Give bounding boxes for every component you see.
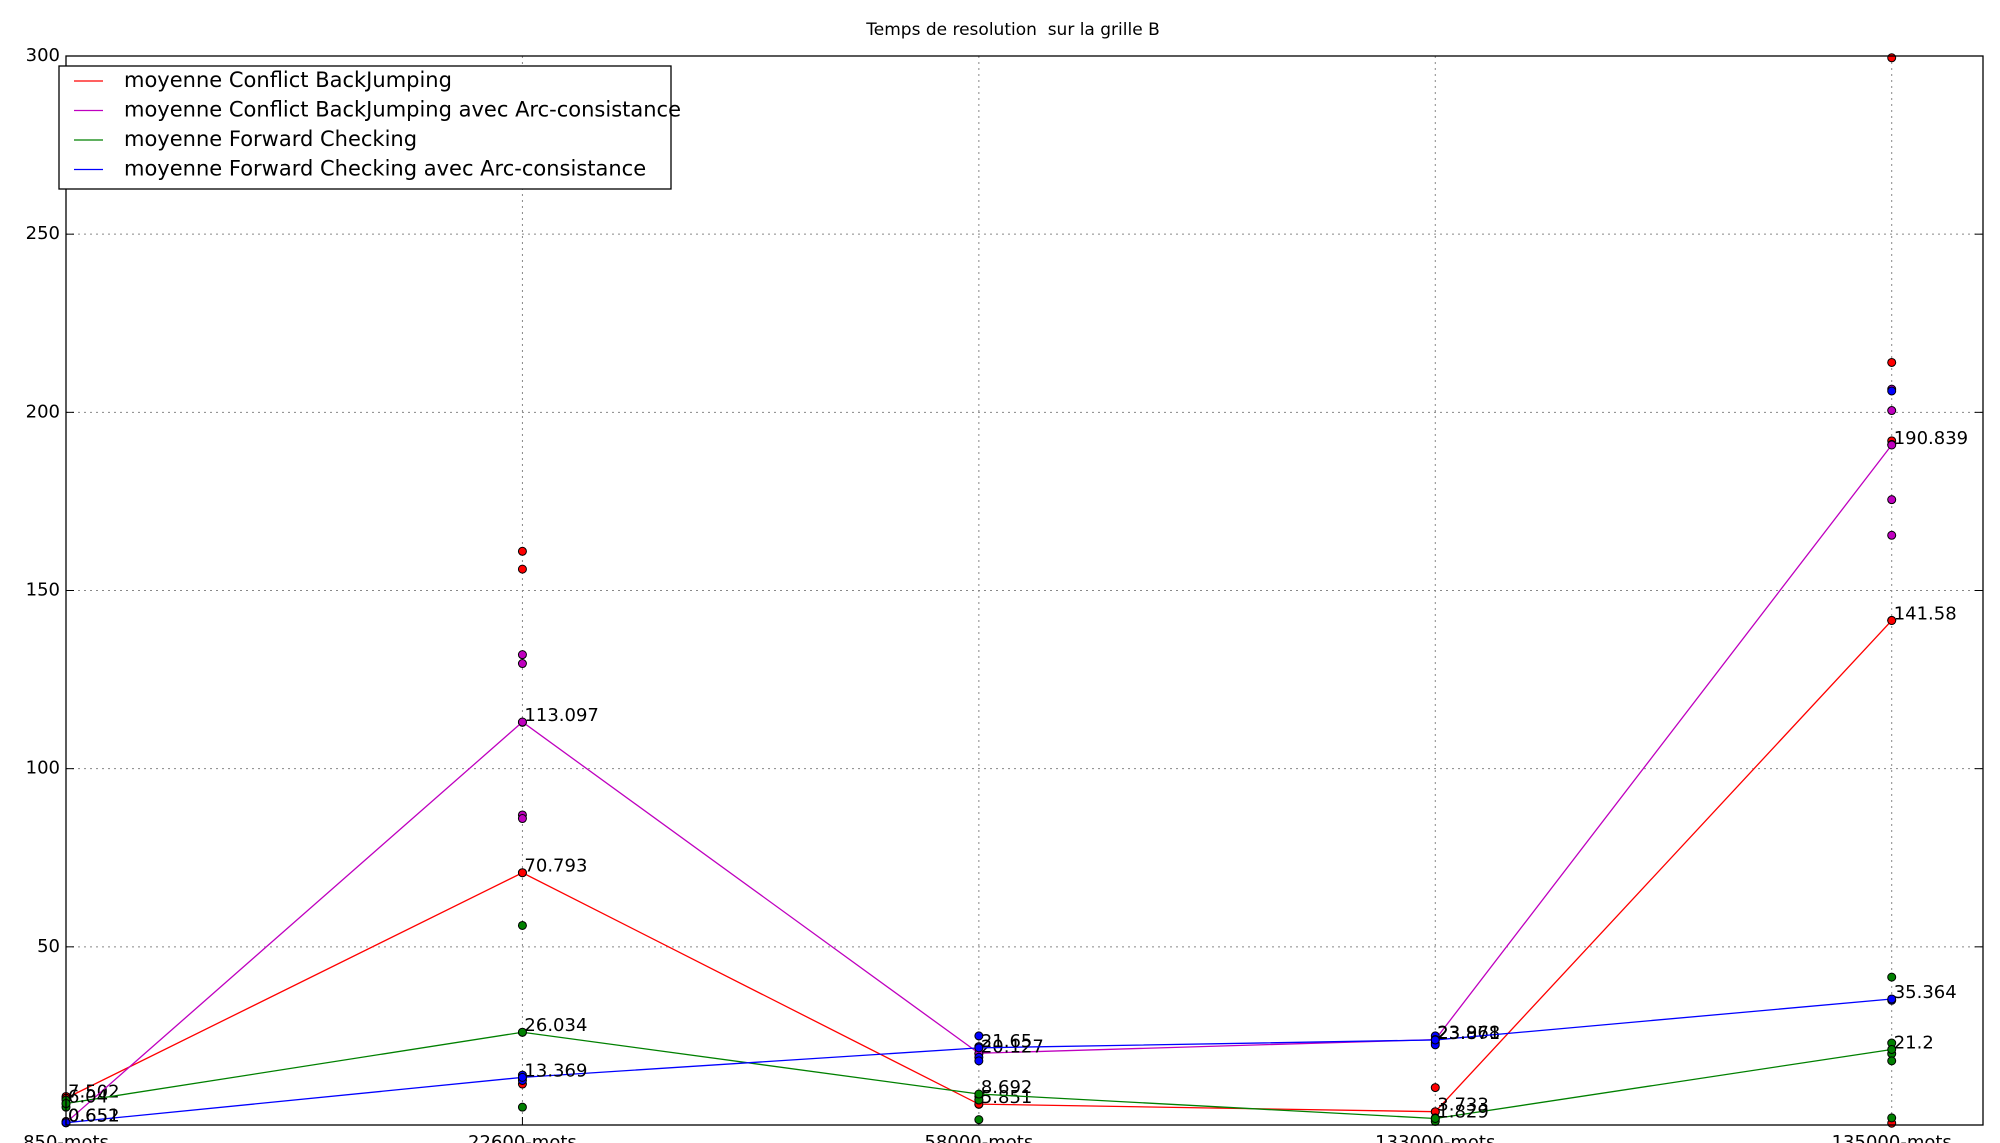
run-point	[517, 650, 527, 660]
run-point	[1887, 972, 1897, 982]
run-point	[1887, 357, 1897, 367]
legend-label: moyenne Forward Checking avec Arc-consis…	[124, 157, 646, 181]
run-point	[517, 920, 527, 930]
y-tick-label: 200	[26, 401, 60, 422]
data-label: 21.2	[1894, 1032, 1934, 1053]
legend-box	[58, 65, 672, 190]
data-label: 1.829	[1437, 1101, 1489, 1122]
data-label: 70.793	[524, 856, 587, 877]
run-point	[1887, 406, 1897, 416]
x-tick-label: 133000-mots	[1375, 1132, 1495, 1143]
mean-point	[1887, 994, 1897, 1004]
run-point	[517, 814, 527, 824]
run-point	[1887, 1056, 1897, 1066]
run-point	[1887, 53, 1897, 63]
run-point	[1430, 1083, 1440, 1093]
x-tick-label: 22600-mots	[468, 1132, 577, 1143]
mean-point	[1887, 616, 1897, 626]
y-tick-label: 250	[26, 223, 60, 244]
mean-point	[517, 868, 527, 878]
legend-label: moyenne Conflict BackJumping avec Arc-co…	[124, 98, 681, 122]
x-tick-label: 58000-mots	[924, 1132, 1033, 1143]
data-label: 26.034	[524, 1015, 587, 1036]
x-tick-label: 850-mots	[23, 1132, 109, 1143]
data-label: 3.733	[1437, 1095, 1489, 1116]
legend-label: moyenne Conflict BackJumping	[124, 68, 452, 92]
mean-point	[1430, 1035, 1440, 1045]
data-label: 23.871	[1437, 1023, 1500, 1044]
chart-title: Temps de resolution sur la grille B	[865, 20, 1159, 40]
data-label: 6.04	[68, 1086, 108, 1107]
run-point	[1887, 386, 1897, 396]
plot-frame	[65, 55, 1984, 1126]
legend-label: moyenne Forward Checking	[124, 127, 417, 151]
run-point	[1887, 1113, 1897, 1123]
mean-point	[517, 717, 527, 727]
y-tick-label: 150	[26, 580, 60, 601]
run-point	[517, 1102, 527, 1112]
data-label: 35.364	[1894, 982, 1957, 1003]
y-tick-label: 100	[26, 758, 60, 779]
y-tick-label: 50	[37, 936, 60, 957]
run-point	[1887, 530, 1897, 540]
run-point	[974, 1056, 984, 1066]
mean-point	[1430, 1113, 1440, 1123]
data-label: 141.58	[1894, 604, 1957, 625]
mean-point	[517, 1027, 527, 1037]
data-label: 0.651	[68, 1106, 120, 1127]
x-tick-label: 135000-mots	[1832, 1132, 1952, 1143]
run-point	[1887, 495, 1897, 505]
data-label: 113.097	[524, 705, 598, 726]
run-point	[517, 546, 527, 556]
y-tick-label: 300	[26, 45, 60, 66]
data-label: 5.851	[981, 1087, 1033, 1108]
run-point	[974, 1031, 984, 1041]
data-label: 190.839	[1894, 428, 1968, 449]
mean-point	[974, 1089, 984, 1099]
mean-point	[1887, 440, 1897, 450]
data-label: 21.65	[981, 1031, 1033, 1052]
mean-point	[1887, 1044, 1897, 1054]
data-label: 8.692	[981, 1077, 1033, 1098]
run-point	[517, 564, 527, 574]
run-point	[517, 659, 527, 669]
data-label: 13.369	[524, 1060, 587, 1081]
mean-point	[974, 1043, 984, 1053]
run-point	[974, 1115, 984, 1125]
legend: moyenne Conflict BackJumping moyenne Conf…	[58, 65, 681, 190]
mean-point	[517, 1072, 527, 1082]
